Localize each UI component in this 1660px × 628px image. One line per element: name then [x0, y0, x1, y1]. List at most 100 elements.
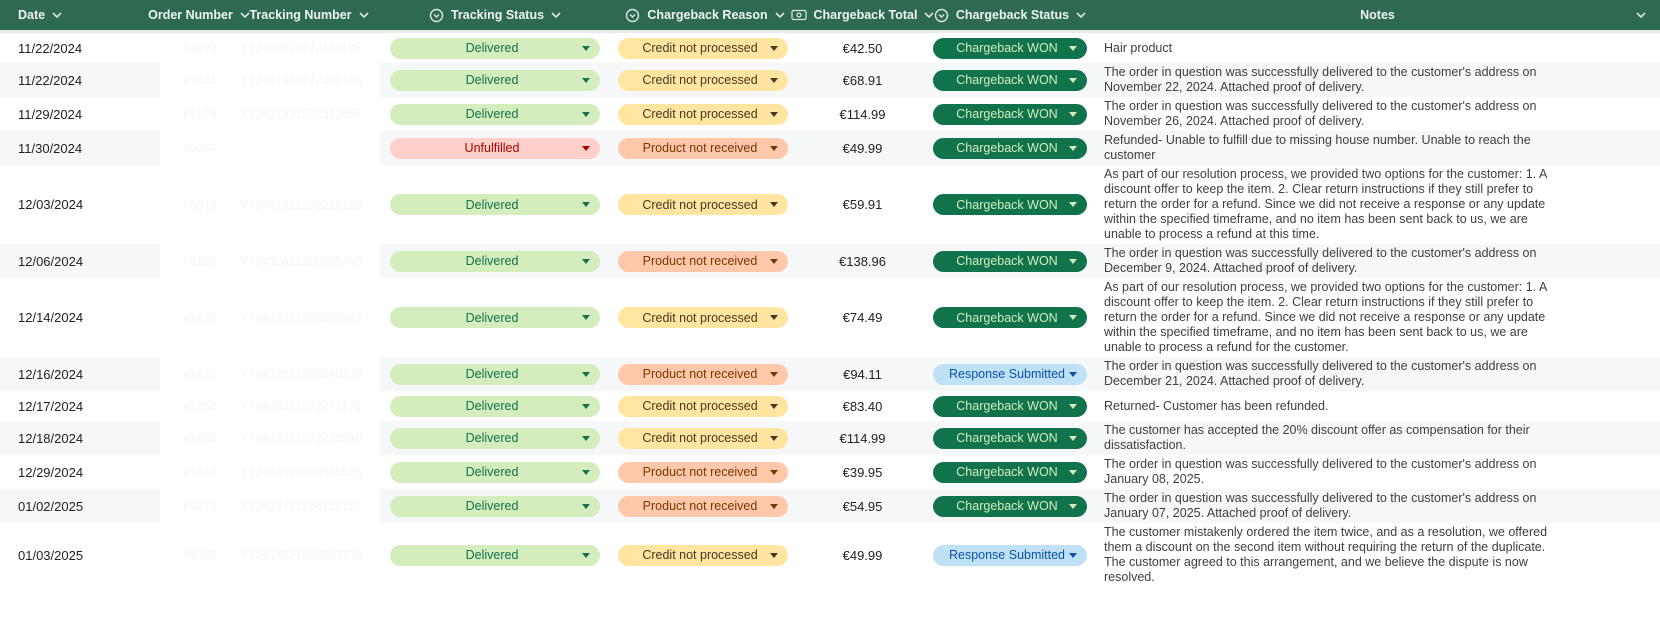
chargeback-reason-chip[interactable]: Credit not processed: [618, 427, 788, 449]
tracking-number-cell[interactable]: YT2490621272151195: [238, 33, 380, 63]
order-number-cell[interactable]: #5031: [160, 63, 238, 97]
column-menu-chevron-icon[interactable]: [551, 12, 561, 18]
tracking-number-cell[interactable]: YT2434021266085525: [238, 455, 380, 489]
date-cell[interactable]: 11/22/2024: [18, 40, 83, 56]
chargeback-reason-chip[interactable]: Credit not processed: [618, 395, 788, 417]
chargeback-reason-chip[interactable]: Credit not processed: [618, 194, 788, 215]
tracking-number-cell[interactable]: YT2481821272218228: [238, 165, 380, 244]
tracking-status-chip[interactable]: Delivered: [390, 307, 600, 328]
tracking-number-cell[interactable]: YT2482721272239910: [238, 421, 380, 455]
tracking-status-chip[interactable]: Delivered: [390, 544, 600, 566]
notes-cell[interactable]: Hair product: [1095, 33, 1660, 63]
order-number-cell[interactable]: #5250: [160, 391, 238, 421]
order-number-cell[interactable]: #5172: [160, 357, 238, 391]
tracking-number-cell[interactable]: YT2483321272271178: [238, 391, 380, 421]
chargeback-reason-chip[interactable]: Product not received: [618, 461, 788, 483]
chargeback-status-chip[interactable]: Chargeback WON: [933, 69, 1087, 91]
date-cell[interactable]: 11/29/2024: [18, 106, 83, 122]
column-header-tracking-status[interactable]: Tracking Status: [380, 0, 610, 30]
tracking-status-chip[interactable]: Unfulfilled: [390, 137, 600, 159]
order-number-cell[interactable]: #5064: [160, 131, 238, 165]
chargeback-reason-chip[interactable]: Credit not processed: [618, 544, 788, 566]
tracking-status-chip[interactable]: Delivered: [390, 37, 600, 59]
tracking-status-chip[interactable]: Delivered: [390, 194, 600, 215]
chargeback-status-chip[interactable]: Chargeback WON: [933, 103, 1087, 125]
chargeback-total-cell[interactable]: €74.49: [842, 310, 883, 325]
order-number-cell[interactable]: #5360: [160, 523, 238, 587]
column-header-date[interactable]: Date: [0, 0, 160, 30]
tracking-number-cell[interactable]: YT2432421266055463: [238, 244, 380, 278]
tracking-status-chip[interactable]: Delivered: [390, 363, 600, 385]
date-cell[interactable]: 12/03/2024: [18, 197, 84, 212]
chargeback-reason-chip[interactable]: Credit not processed: [618, 103, 788, 125]
column-menu-chevron-icon[interactable]: [775, 12, 785, 18]
tracking-number-cell[interactable]: YT2433721266112112: [238, 489, 380, 523]
notes-cell[interactable]: The order in question was successfully d…: [1095, 97, 1660, 131]
notes-cell[interactable]: The order in question was successfully d…: [1095, 489, 1660, 523]
tracking-number-cell[interactable]: YT2432821266049230: [238, 357, 380, 391]
column-menu-chevron-icon[interactable]: [358, 12, 369, 18]
chargeback-total-cell[interactable]: €49.99: [842, 547, 883, 563]
tracking-status-chip[interactable]: Delivered: [390, 250, 600, 272]
tracking-status-chip[interactable]: Delivered: [390, 69, 600, 91]
date-cell[interactable]: 11/22/2024: [18, 72, 83, 88]
tracking-number-cell[interactable]: [238, 131, 380, 165]
column-menu-chevron-icon[interactable]: [1076, 12, 1086, 18]
chargeback-status-chip[interactable]: Chargeback WON: [933, 495, 1087, 517]
order-number-cell[interactable]: #5340: [160, 455, 238, 489]
date-cell[interactable]: 12/06/2024: [18, 253, 84, 269]
chargeback-reason-chip[interactable]: Product not received: [618, 495, 788, 517]
order-number-cell[interactable]: #5185: [160, 421, 238, 455]
column-header-chargeback-total[interactable]: Chargeback Total: [790, 0, 935, 30]
chargeback-status-chip[interactable]: Chargeback WON: [933, 137, 1087, 159]
chargeback-total-cell[interactable]: €59.91: [842, 197, 883, 212]
tracking-number-cell[interactable]: YT2431931272311655: [238, 97, 380, 131]
column-header-order-number[interactable]: Order Number: [148, 0, 250, 30]
chargeback-total-cell[interactable]: €54.95: [842, 498, 883, 514]
order-number-cell[interactable]: #5126: [160, 97, 238, 131]
date-cell[interactable]: 11/30/2024: [18, 140, 83, 156]
order-number-cell[interactable]: #5270: [160, 489, 238, 523]
order-number-cell[interactable]: #5168: [160, 244, 238, 278]
column-header-chargeback-status[interactable]: Chargeback Status: [925, 0, 1095, 30]
chargeback-total-cell[interactable]: €94.11: [843, 366, 882, 382]
column-menu-chevron-icon[interactable]: [240, 12, 250, 18]
column-header-notes[interactable]: Notes: [1095, 0, 1660, 30]
tracking-status-chip[interactable]: Delivered: [390, 395, 600, 417]
chargeback-status-chip[interactable]: Chargeback WON: [933, 250, 1087, 272]
tracking-number-cell[interactable]: YT2434621266083739: [238, 523, 380, 587]
date-cell[interactable]: 12/16/2024: [18, 366, 84, 382]
order-number-cell[interactable]: #5048: [160, 165, 238, 244]
column-header-tracking-number[interactable]: Tracking Number: [238, 0, 380, 30]
chargeback-total-cell[interactable]: €68.91: [842, 72, 883, 88]
chargeback-reason-chip[interactable]: Credit not processed: [618, 37, 788, 59]
chargeback-status-chip[interactable]: Chargeback WON: [933, 307, 1087, 328]
notes-cell[interactable]: The order in question was successfully d…: [1095, 63, 1660, 97]
notes-cell[interactable]: Returned- Customer has been refunded.: [1095, 391, 1660, 421]
chargeback-reason-chip[interactable]: Product not received: [618, 137, 788, 159]
tracking-number-cell[interactable]: YT2482721266057987: [238, 278, 380, 357]
notes-cell[interactable]: The order in question was successfully d…: [1095, 357, 1660, 391]
date-cell[interactable]: 12/29/2024: [18, 464, 84, 480]
chargeback-total-cell[interactable]: €49.99: [842, 140, 883, 156]
chargeback-total-cell[interactable]: €114.99: [839, 430, 886, 446]
tracking-status-chip[interactable]: Delivered: [390, 427, 600, 449]
date-cell[interactable]: 12/18/2024: [18, 430, 84, 446]
date-cell[interactable]: 01/03/2025: [18, 547, 84, 563]
chargeback-total-cell[interactable]: €83.40: [842, 398, 883, 414]
chargeback-status-chip[interactable]: Chargeback WON: [933, 194, 1087, 215]
chargeback-status-chip[interactable]: Response Submitted: [933, 363, 1087, 385]
order-number-cell[interactable]: #4999: [160, 33, 238, 63]
notes-cell[interactable]: Refunded- Unable to fulfill due to missi…: [1095, 131, 1660, 165]
notes-cell[interactable]: The customer has accepted the 20% discou…: [1095, 421, 1660, 455]
chargeback-status-chip[interactable]: Chargeback WON: [933, 461, 1087, 483]
chargeback-status-chip[interactable]: Chargeback WON: [933, 427, 1087, 449]
tracking-status-chip[interactable]: Delivered: [390, 461, 600, 483]
chargeback-status-chip[interactable]: Chargeback WON: [933, 37, 1087, 59]
date-cell[interactable]: 01/02/2025: [18, 498, 84, 514]
chargeback-reason-chip[interactable]: Credit not processed: [618, 69, 788, 91]
notes-cell[interactable]: The order in question was successfully d…: [1095, 244, 1660, 278]
date-cell[interactable]: 12/14/2024: [18, 310, 84, 325]
date-cell[interactable]: 12/17/2024: [18, 398, 84, 414]
notes-cell[interactable]: The customer mistakenly ordered the item…: [1095, 523, 1660, 587]
